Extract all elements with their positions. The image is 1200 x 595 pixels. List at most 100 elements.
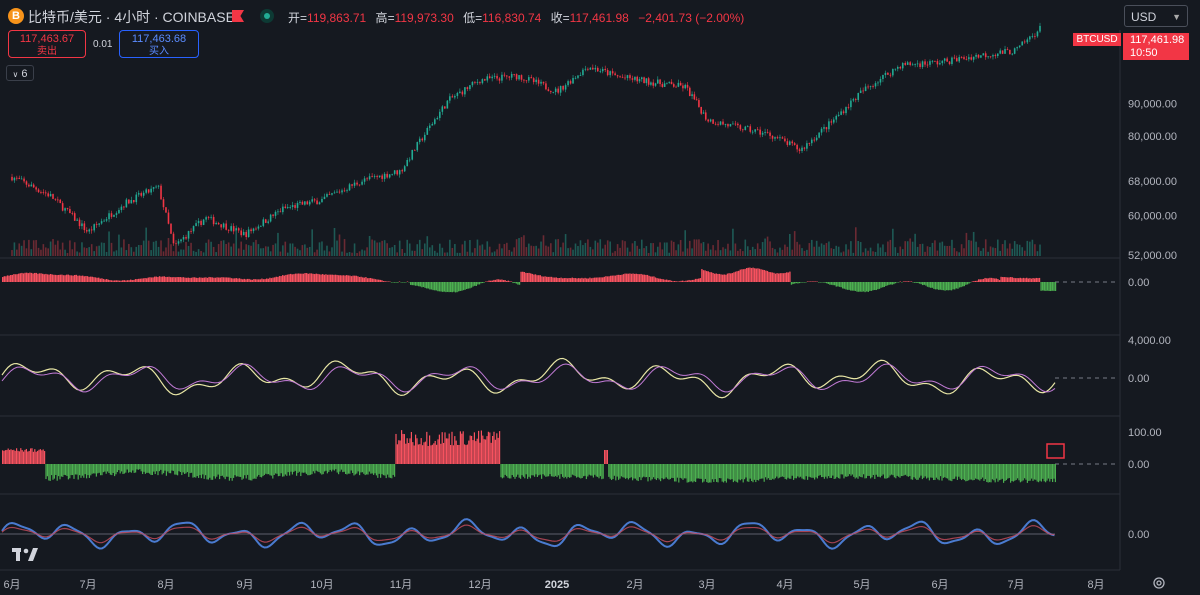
- volume-bar: [343, 239, 346, 256]
- histogram-bar: [723, 464, 725, 483]
- oscillator-line-slow: [1, 363, 1056, 393]
- candle-body: [896, 66, 899, 69]
- histogram-bar: [618, 274, 620, 282]
- histogram-bar: [394, 464, 396, 477]
- histogram-bar: [24, 272, 26, 282]
- histogram-bar: [982, 278, 985, 282]
- histogram-bar: [349, 275, 351, 282]
- candle-body: [951, 57, 953, 65]
- histogram-bar: [1054, 464, 1056, 483]
- histogram-bar: [224, 464, 226, 480]
- time-axis-label: 8月: [157, 579, 174, 591]
- histogram-bar: [934, 464, 936, 480]
- candle-body: [207, 217, 210, 218]
- histogram-bar: [479, 442, 481, 464]
- volume-bar: [1023, 250, 1026, 256]
- histogram-bar: [405, 443, 407, 464]
- histogram-bar: [200, 464, 202, 479]
- histogram-bar: [488, 280, 490, 282]
- candle-body: [61, 203, 64, 211]
- candle-body: [661, 84, 664, 87]
- flag-icon[interactable]: [232, 10, 244, 22]
- volume-bar: [37, 247, 40, 256]
- histogram-bar: [937, 464, 939, 480]
- histogram-bar: [471, 435, 473, 464]
- histogram-bar: [94, 464, 96, 474]
- histogram-bar: [904, 281, 906, 282]
- currency-value: USD: [1131, 10, 1157, 24]
- candle-body: [431, 123, 434, 126]
- volume-bar: [140, 245, 143, 256]
- candle-body: [791, 141, 794, 144]
- candle-body: [1026, 39, 1029, 43]
- histogram-bar: [832, 464, 834, 476]
- volume-bar: [577, 246, 579, 256]
- histogram-bar: [1042, 282, 1044, 291]
- buy-button[interactable]: 117,463.68 买入: [119, 30, 199, 58]
- candle-body: [872, 86, 874, 87]
- volume-bar: [421, 249, 424, 256]
- histogram-bar: [473, 432, 475, 464]
- volume-bar: [732, 228, 734, 256]
- histogram-bar: [604, 450, 606, 464]
- histogram-bar: [266, 278, 268, 282]
- volume-bar: [859, 242, 862, 256]
- histogram-bar: [680, 280, 682, 282]
- candle-body: [636, 76, 639, 82]
- histogram-bar: [247, 464, 249, 475]
- histogram-bar: [874, 282, 876, 290]
- volume-bar: [237, 248, 240, 256]
- histogram-bar: [222, 277, 225, 282]
- volume-bar: [984, 239, 987, 256]
- tradingview-logo-icon[interactable]: [12, 548, 38, 562]
- histogram-bar: [248, 278, 250, 282]
- volume-bar: [192, 250, 195, 256]
- volume-bar: [1009, 243, 1011, 256]
- currency-select[interactable]: USD ▼: [1124, 5, 1188, 27]
- histogram-bar: [416, 438, 418, 464]
- histogram-bar: [782, 273, 785, 282]
- histogram-bar: [1002, 277, 1004, 282]
- candle-body: [396, 170, 398, 175]
- histogram-bar: [846, 282, 849, 290]
- histogram-bar: [238, 278, 241, 282]
- histogram-bar: [798, 464, 800, 478]
- volume-bar: [884, 252, 887, 256]
- histogram-bar: [546, 276, 548, 282]
- volume-bar: [474, 248, 476, 256]
- indicators-toggle[interactable]: ∨ 6: [6, 65, 34, 81]
- histogram-bar: [987, 464, 989, 483]
- histogram-bar: [746, 268, 748, 282]
- histogram-bar: [174, 277, 177, 282]
- volume-bar: [232, 243, 235, 256]
- volume-bar: [338, 234, 341, 256]
- volume-bar: [83, 247, 86, 256]
- candle-body: [717, 123, 719, 125]
- histogram-bar: [1054, 282, 1057, 291]
- volume-bar: [85, 248, 88, 256]
- histogram-bar: [198, 277, 201, 282]
- histogram-bar: [811, 464, 813, 478]
- symbol-title[interactable]: 比特币/美元 · 4小时 · COINBASE: [28, 9, 235, 25]
- histogram-bar: [360, 276, 362, 282]
- candle-body: [436, 117, 439, 120]
- histogram-bar: [444, 432, 446, 464]
- histogram-bar: [766, 464, 768, 480]
- histogram-bar: [1003, 277, 1005, 282]
- candle-body: [693, 94, 696, 100]
- histogram-bar: [828, 464, 830, 477]
- histogram-bar: [31, 448, 33, 464]
- settings-gear-icon[interactable]: [1152, 576, 1166, 590]
- histogram-bar: [321, 464, 323, 475]
- volume-bar: [331, 247, 333, 256]
- volume-bar: [857, 240, 860, 256]
- histogram-bar: [203, 277, 205, 282]
- sell-button[interactable]: 117,463.67 卖出: [8, 30, 86, 58]
- volume-bar: [388, 247, 391, 256]
- histogram-bar: [133, 279, 135, 282]
- histogram-bar: [6, 449, 8, 464]
- candle-body: [774, 137, 776, 139]
- volume-bar: [712, 245, 714, 256]
- histogram-bar: [67, 274, 69, 282]
